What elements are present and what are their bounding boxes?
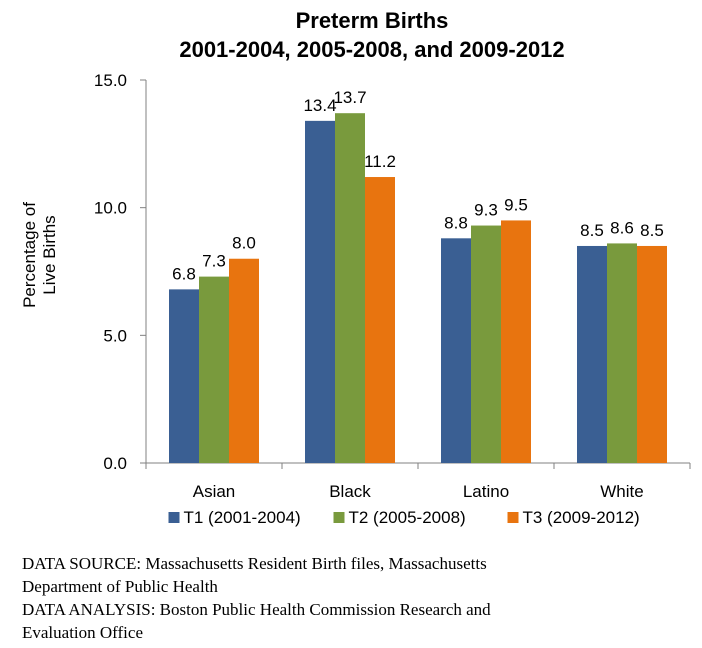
y-tick-label: 0.0: [103, 454, 127, 473]
bar: [199, 276, 229, 463]
x-tick-label: Latino: [463, 482, 509, 501]
source-line-1: DATA SOURCE: Massachusetts Resident Birt…: [22, 554, 487, 573]
legend-swatch: [333, 512, 345, 523]
bar: [501, 220, 531, 463]
legend-swatch: [168, 512, 180, 523]
bar: [365, 177, 395, 463]
x-tick-label: Asian: [193, 482, 236, 501]
data-label: 8.0: [232, 234, 256, 253]
data-label: 8.6: [610, 218, 634, 237]
bar: [471, 225, 501, 463]
data-label: 8.5: [580, 221, 604, 240]
data-label: 9.3: [474, 201, 498, 220]
legend-label: T1 (2001-2004): [184, 508, 301, 527]
data-label: 13.7: [333, 88, 366, 107]
legend: T1 (2001-2004) T2 (2005-2008) T3 (2009-201…: [168, 508, 640, 527]
bar-chart: Preterm Births 2001-2004, 2005-2008, and…: [20, 8, 691, 527]
legend-swatch: [507, 512, 519, 523]
x-tick-label: Black: [329, 482, 371, 501]
bar: [441, 238, 471, 463]
data-label: 8.8: [444, 213, 468, 232]
y-tick-label: 15.0: [94, 71, 127, 90]
chart-title-line-2: 2001-2004, 2005-2008, and 2009-2012: [179, 37, 564, 62]
y-tick-label: 10.0: [94, 199, 127, 218]
bar: [229, 258, 259, 463]
analysis-line-1: DATA ANALYSIS: Boston Public Health Comm…: [22, 600, 491, 619]
bar: [169, 289, 199, 463]
bar: [607, 243, 637, 463]
legend-label: T3 (2009-2012): [523, 508, 640, 527]
bar: [305, 120, 335, 463]
data-label: 11.2: [364, 152, 396, 171]
analysis-line-2: Evaluation Office: [22, 623, 144, 642]
y-axis-label-line-1: Percentage of: [20, 202, 39, 308]
bar: [637, 245, 667, 463]
y-axis-label-line-2: Live Births: [40, 215, 59, 294]
data-source-note: DATA SOURCE: Massachusetts Resident Birt…: [22, 552, 692, 644]
data-label: 8.5: [640, 221, 664, 240]
data-label: 6.8: [172, 264, 196, 283]
source-line-2: Department of Public Health: [22, 577, 218, 596]
data-label: 9.5: [504, 195, 528, 214]
chart-title-line-1: Preterm Births: [296, 8, 449, 33]
data-label: 7.3: [202, 252, 226, 271]
plot-area: 0.0 5.0 10.0 15.0 Asian 6.8 7.3 8.0 Black 13.413.…: [94, 71, 691, 501]
x-tick-label: White: [600, 482, 643, 501]
y-tick-label: 5.0: [103, 326, 127, 345]
bar: [335, 113, 365, 464]
bar: [577, 245, 607, 463]
legend-label: T2 (2005-2008): [349, 508, 466, 527]
data-label: 13.4: [303, 96, 336, 115]
